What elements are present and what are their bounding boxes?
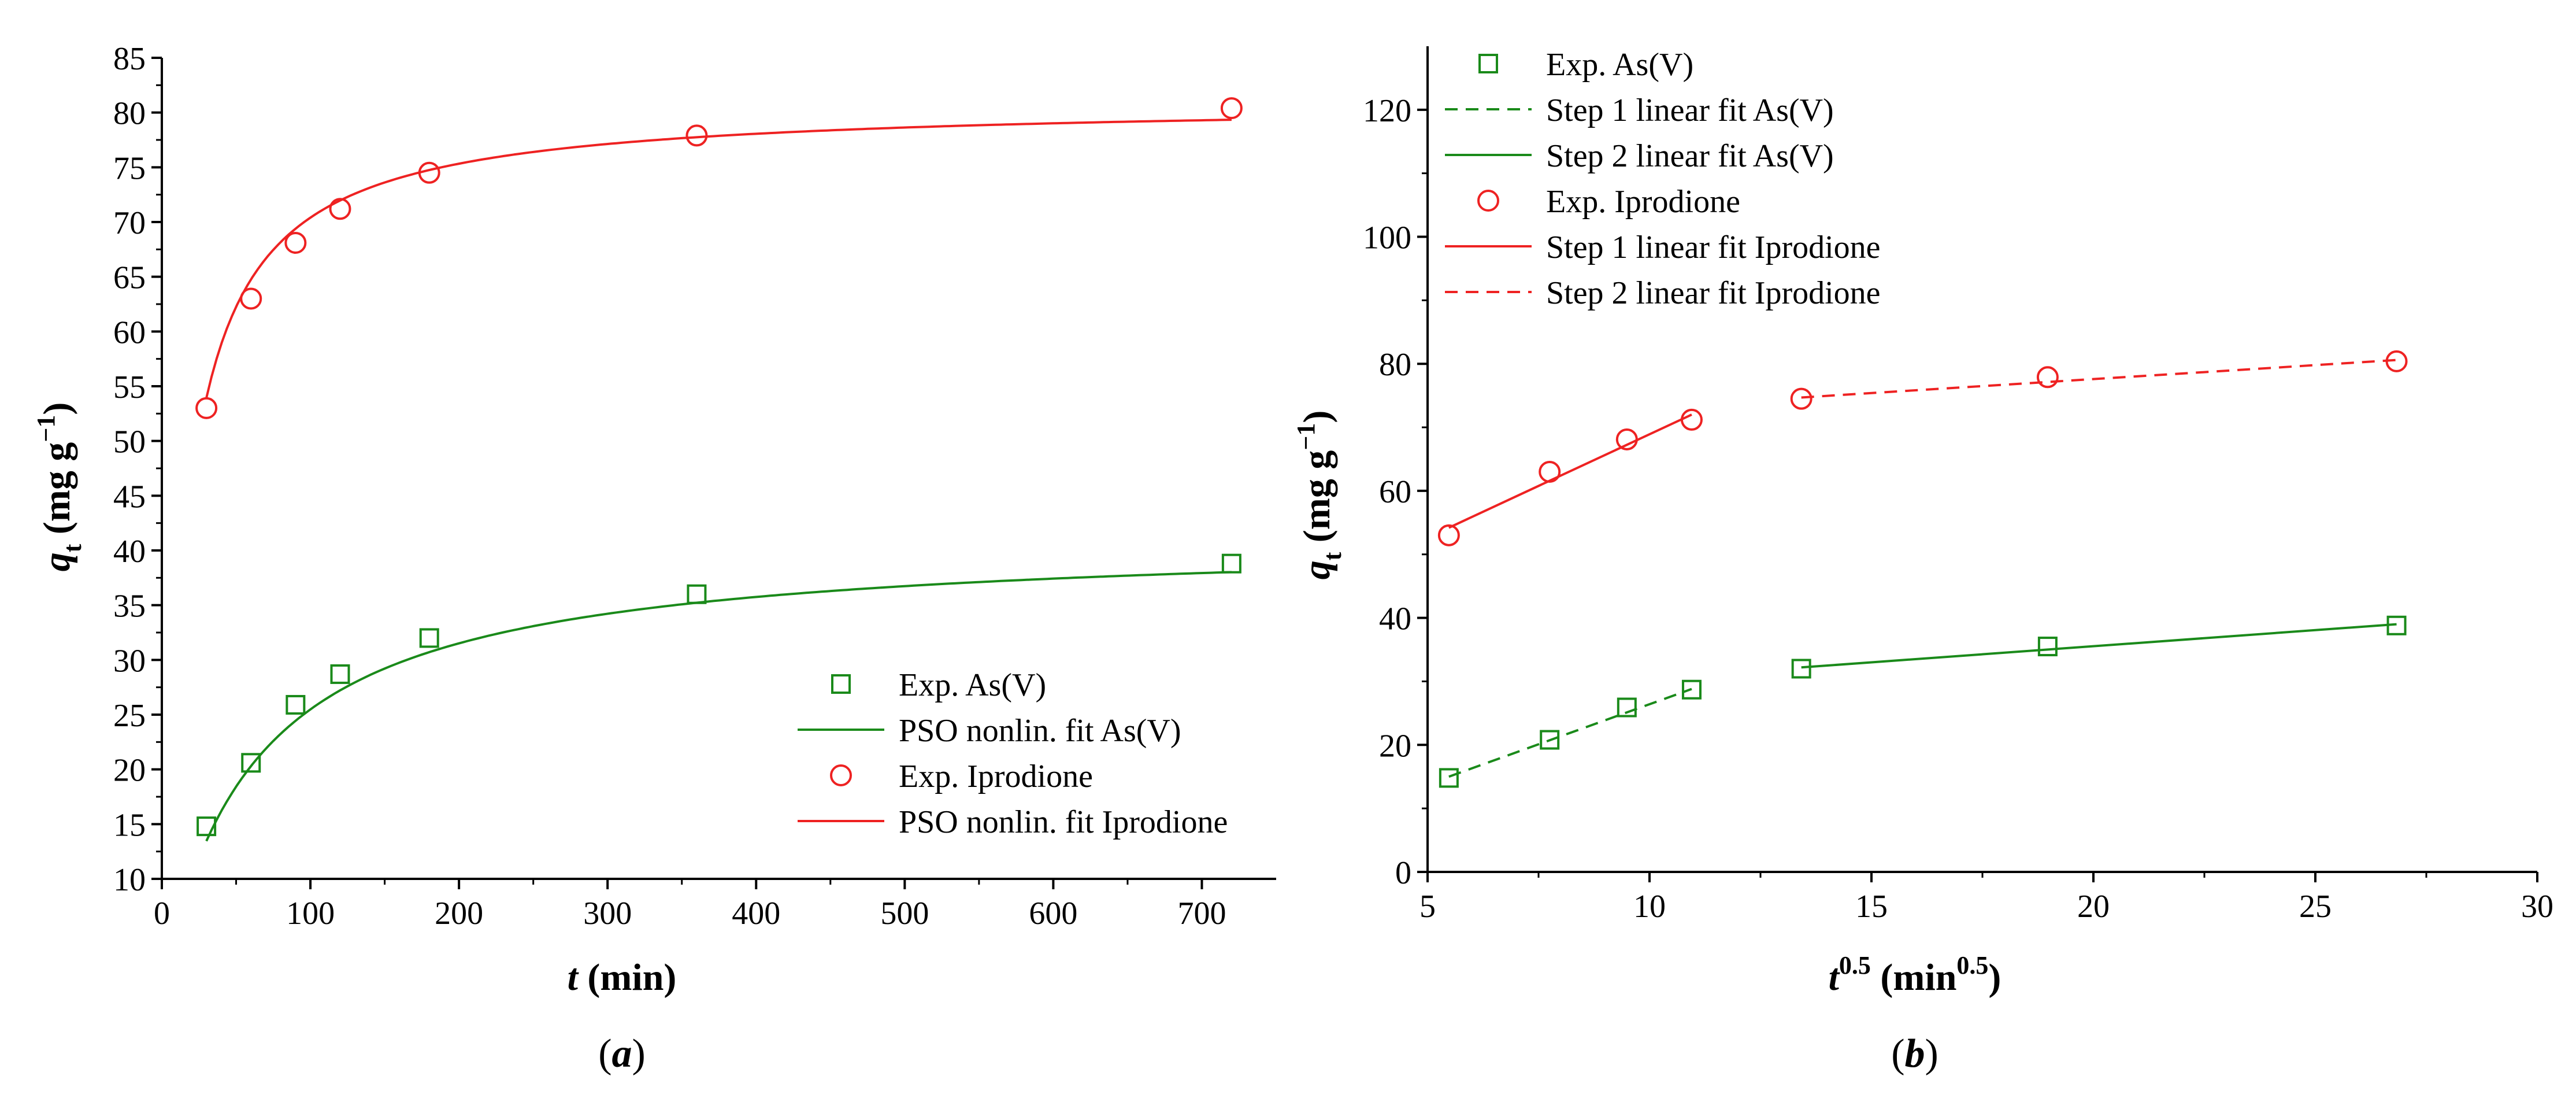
panel-a-xlabel: t (min) [568, 956, 677, 999]
panel-a-legend-symbol [831, 674, 851, 694]
panel-a-series-0-point [1221, 553, 1241, 574]
panel-b-ytick-label: 100 [1363, 220, 1411, 256]
panel-b-xlabel: t0.5 (min0.5) [1829, 951, 2002, 999]
panel-b-series-4-fit-line [1448, 413, 1692, 529]
panel-b-series-5-fit-line [1801, 358, 2397, 399]
panel-b-legend-symbol [1478, 54, 1498, 73]
panel-b-xtick-label: 30 [2521, 889, 2553, 925]
panel-b-ytick-label: 40 [1379, 601, 1411, 637]
panel-a-xtick-label: 400 [732, 896, 780, 931]
panel-a-series-0-point [197, 816, 217, 837]
panel-a-ytick-label: 15 [113, 807, 146, 843]
panel-a-xtick-label: 200 [435, 896, 483, 931]
panel-b-series-0-point [1617, 697, 1637, 718]
panel-b-series-3-point [1615, 428, 1638, 450]
panel-a-ytick-label: 60 [113, 315, 146, 350]
panel-a-xtick-label: 600 [1029, 896, 1077, 931]
panel-b-ytick-label: 0 [1395, 855, 1411, 891]
panel-a-ytick-label: 55 [113, 369, 146, 405]
panel-a-xtick-label: 300 [583, 896, 632, 931]
panel-b-xtick-label: 15 [1855, 889, 1888, 925]
panel-b-caption: (b) [1891, 1032, 1939, 1076]
panel-a-ytick-label: 35 [113, 589, 146, 624]
panel-a-series-2-point [685, 124, 708, 147]
panel-b-series-0-point [1540, 730, 1560, 750]
panel-a-ytick-label: 20 [113, 753, 146, 789]
panel-a-xtick-label: 500 [880, 896, 929, 931]
panel-b-ytick-label: 60 [1379, 474, 1411, 510]
panel-a-series-2-point [329, 198, 351, 220]
panel-b-xtick-label: 10 [1633, 889, 1666, 925]
panel-a-series-0-point [419, 628, 439, 648]
panel-b-series-1-fit-line [1448, 687, 1692, 778]
panel-a-chart: 0 100 200 300 400 500 600 700 10 15 20 25 30 35 40 45 50… [113, 41, 1276, 931]
panel-a-ylabel: qt (mg g−1) [32, 402, 87, 572]
panel-a-series-3-fit-curve [205, 119, 1232, 398]
panel-b-chart: 5 10 15 20 25 30 0 20 40 60 80 100 120 Exp. As(V) Step… [1363, 46, 2553, 925]
panel-a-legend-label: PSO nonlin. fit Iprodione [899, 804, 1228, 840]
panel-a-series-0-point [241, 753, 261, 773]
panel-b-xtick-label: 5 [1419, 889, 1436, 925]
panel-a-ytick-label: 25 [113, 698, 146, 734]
panel-a-ytick-label: 70 [113, 205, 146, 241]
panel-a-ytick-label: 40 [113, 534, 146, 570]
panel-a-ytick-label: 10 [113, 862, 146, 898]
panel-a-ytick-label: 45 [113, 479, 146, 515]
panel-b-series-3-point [1790, 387, 1813, 410]
panel-a-caption: (a) [598, 1032, 646, 1076]
panel-b-ylabel: qt (mg g−1) [1292, 411, 1347, 580]
panel-a-series-2-point [195, 397, 218, 419]
panel-a-xtick-label: 700 [1177, 896, 1226, 931]
panel-b-series-3-point [1680, 408, 1703, 431]
panel-b-ytick-label: 120 [1363, 93, 1411, 129]
panel-a-series-0-point [286, 694, 306, 715]
panel-b-series-3-point [2036, 366, 2059, 389]
panel-a-legend-label: Exp. Iprodione [899, 759, 1093, 794]
panel-a-ytick-label: 80 [113, 96, 146, 132]
panel-a-series-0-point [330, 664, 350, 684]
panel-a-series-1-fit-curve [205, 571, 1232, 842]
panel-b-legend-label: Step 1 linear fit Iprodione [1546, 230, 1881, 265]
panel-a-series-2-point [284, 231, 307, 254]
panel-b-ytick-label: 80 [1379, 347, 1411, 383]
panel-a-series-2-point [1220, 97, 1243, 120]
panel-a-ytick-label: 65 [113, 260, 146, 296]
panel-a-legend-symbol [830, 764, 852, 786]
panel-b-series-2-fit-line [1801, 623, 2397, 669]
panel-b-legend-label: Exp. Iprodione [1546, 184, 1740, 220]
panel-b-legend-label: Step 2 linear fit Iprodione [1546, 275, 1881, 311]
panel-b-legend-label: Step 2 linear fit As(V) [1546, 138, 1834, 174]
panel-a-ytick-label: 85 [113, 41, 146, 77]
panel-b-legend-label: Exp. As(V) [1546, 47, 1693, 83]
panel-a-ytick-label: 75 [113, 150, 146, 186]
panel-a-series-0-point [687, 584, 707, 604]
panel-a-legend-label: PSO nonlin. fit As(V) [899, 713, 1181, 749]
panel-a-ytick-label: 30 [113, 643, 146, 679]
panel-a-xtick-label: 100 [286, 896, 335, 931]
panel-b-xtick-label: 25 [2299, 889, 2332, 925]
panel-b-series-3-point [1437, 524, 1460, 546]
panel-b-ytick-label: 20 [1379, 728, 1411, 764]
panel-b-legend-label: Step 1 linear fit As(V) [1546, 93, 1834, 128]
panel-b-series-0-point [1439, 768, 1459, 788]
panel-b-legend-symbol [1477, 190, 1499, 212]
panel-b-series-0-point [2037, 637, 2058, 657]
panel-a-xtick-label: 0 [154, 896, 170, 931]
panel-b-xtick-label: 20 [2077, 889, 2110, 925]
panel-a-ytick-label: 50 [113, 424, 146, 460]
panel-a-legend-label: Exp. As(V) [899, 667, 1046, 703]
panel-b-series-0-point [1681, 679, 1702, 700]
panel-b-series-0-point [1791, 659, 1811, 679]
